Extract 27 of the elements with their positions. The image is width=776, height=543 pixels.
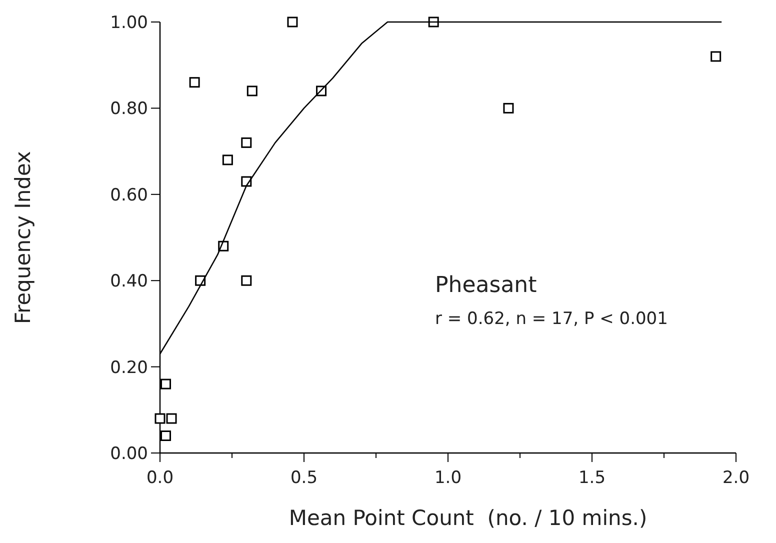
y-axis-title: Frequency Index [11, 151, 35, 324]
annotation: Pheasant [435, 273, 538, 298]
point [241, 275, 252, 286]
y-tick-label: 1.00 [110, 12, 148, 33]
x-tick-label: 1.0 [434, 468, 462, 488]
x-tick-label: 0.5 [290, 468, 318, 488]
y-tick-label: 0.00 [110, 444, 148, 464]
point [189, 77, 200, 88]
point [710, 51, 722, 62]
point [166, 413, 177, 424]
y-tick-label: 0.80 [110, 99, 148, 120]
point [503, 102, 514, 114]
y-tick-label: 0.60 [110, 185, 148, 206]
y-tick-label: 0.20 [110, 358, 148, 378]
point [154, 413, 166, 424]
point [160, 378, 172, 390]
y-tick-label: 0.40 [110, 272, 148, 292]
point [241, 137, 252, 148]
x-axis-title: Mean Point Count (no. / 10 mins.) [288, 506, 648, 530]
x-tick-label: 1.5 [578, 468, 606, 488]
annotation: r = 0.62, n = 17, P < 0.001 [435, 309, 668, 329]
point [160, 430, 172, 442]
point [287, 16, 298, 28]
point [246, 86, 258, 96]
x-tick-label: 0.0 [146, 468, 174, 488]
x-tick-label: 2.0 [722, 468, 750, 488]
point [222, 154, 233, 166]
